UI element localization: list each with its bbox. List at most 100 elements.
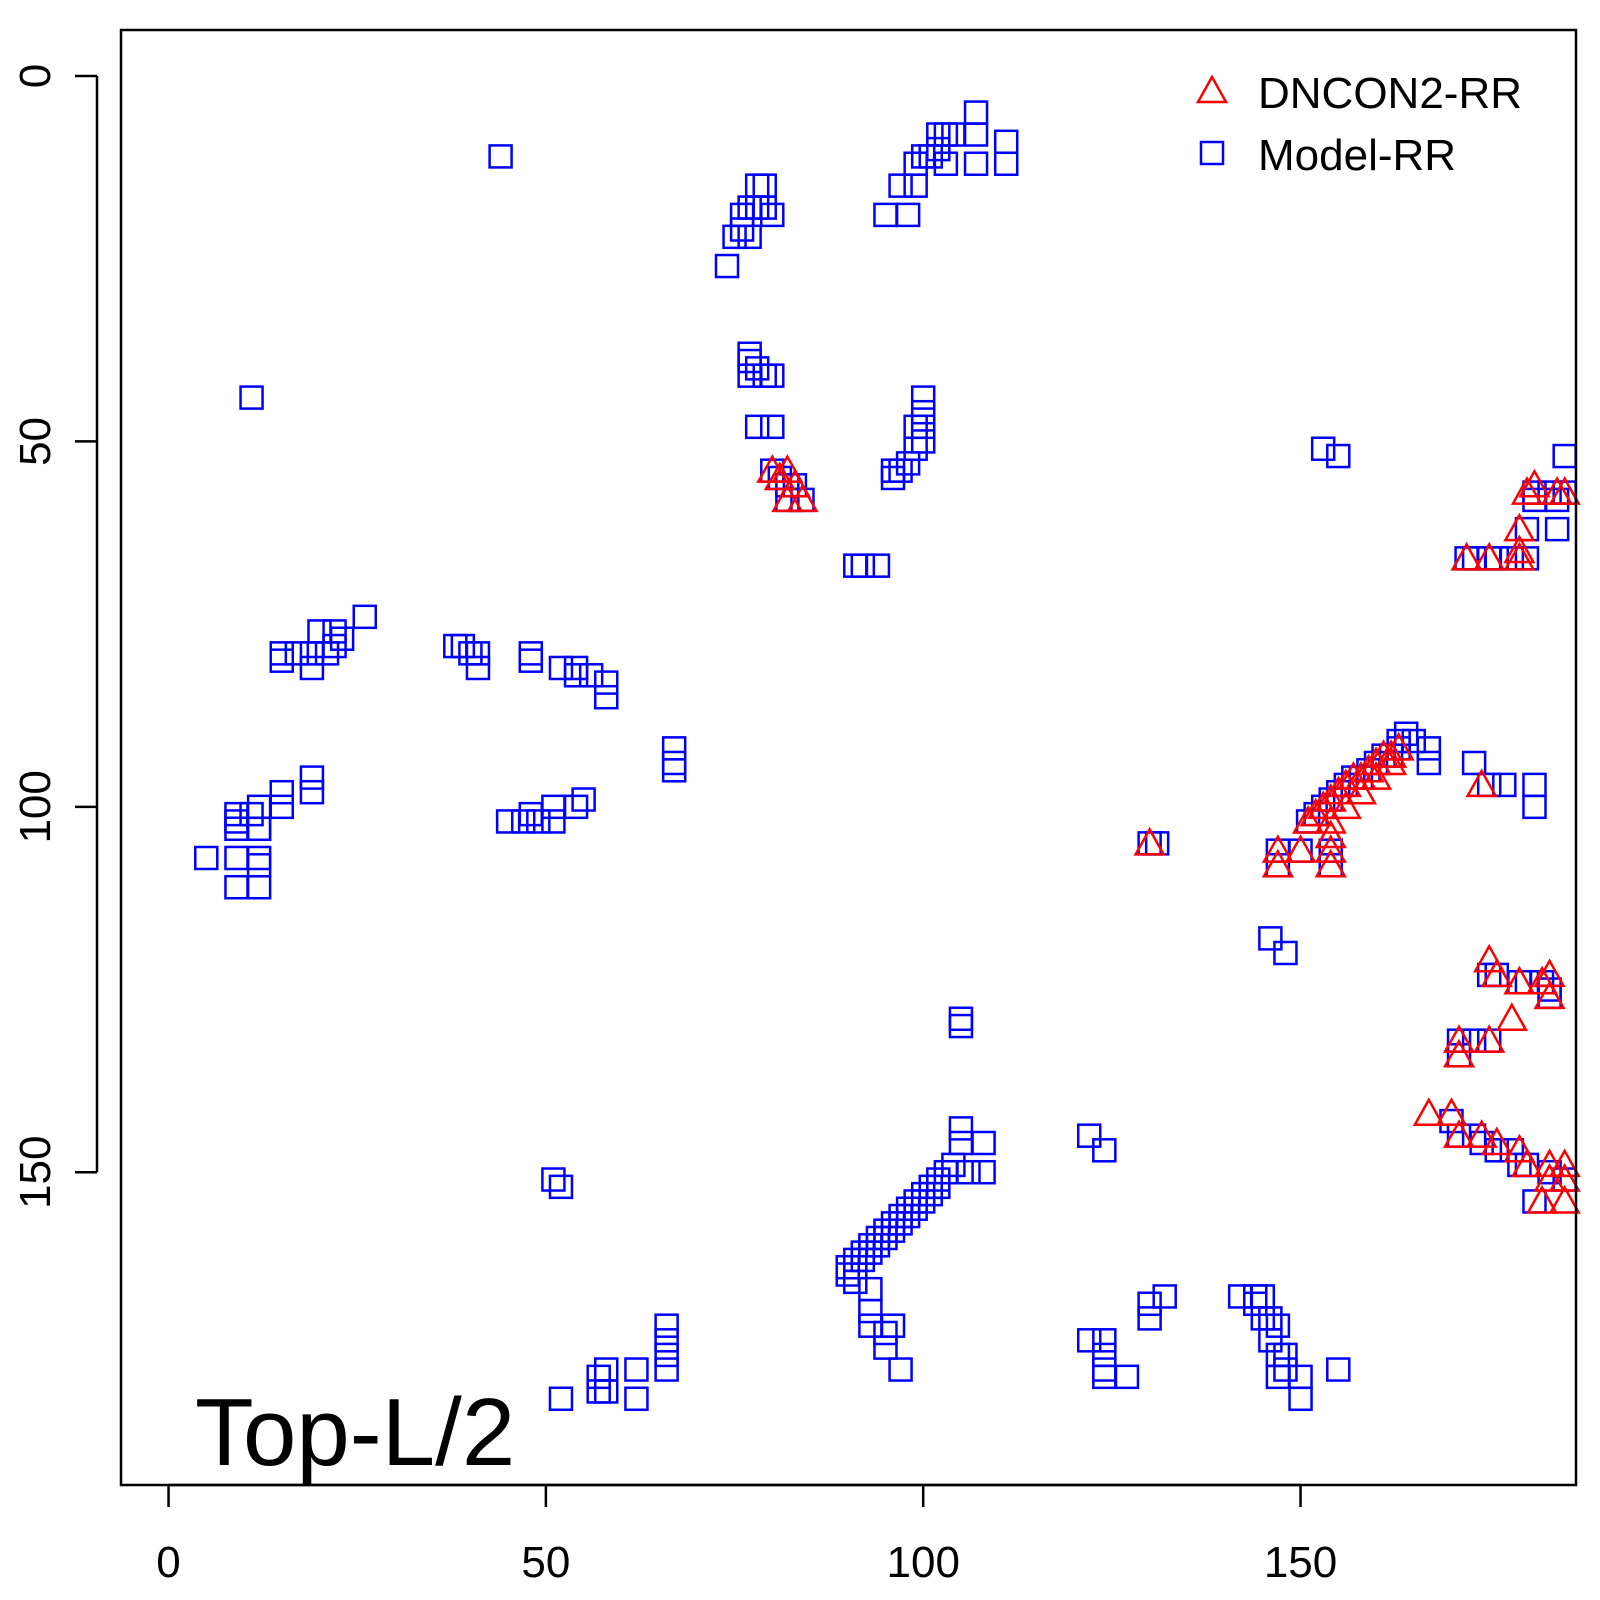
model-rr-point	[895, 202, 921, 228]
model-rr-point	[737, 224, 762, 250]
dncon2-rr-point	[1344, 775, 1378, 805]
dncon2-rr-point	[771, 454, 804, 483]
dncon2-rr-point	[1533, 980, 1566, 1010]
model-rr-point	[1265, 1313, 1291, 1338]
x-tick-label: 50	[521, 1538, 570, 1587]
y-tick-label: 0	[11, 64, 60, 88]
dncon2-rr-point	[1352, 753, 1385, 783]
model-rr-point	[1076, 1123, 1102, 1148]
model-rr-point	[873, 1320, 898, 1346]
model-rr-point	[971, 1130, 996, 1156]
legend: DNCON2-RR Model-RR	[1195, 69, 1522, 180]
model-rr-point	[563, 794, 589, 820]
model-rr-point	[586, 1379, 611, 1404]
y-tick-label: 100	[11, 770, 60, 843]
model-rr-point	[654, 1328, 679, 1353]
model-rr-point	[299, 765, 325, 790]
model-rr-point	[948, 1013, 974, 1039]
dncon2-rr-point	[1412, 1097, 1445, 1127]
x-tick-label: 100	[887, 1538, 960, 1587]
model-rr-point	[903, 436, 928, 461]
dncon2-rr-point	[1495, 1002, 1528, 1032]
dncon2-rr-point	[1291, 804, 1325, 834]
dncon2-rr-point	[1261, 834, 1295, 863]
model-rr-point	[246, 874, 272, 900]
model-rr-point	[843, 1269, 868, 1295]
dncon2-rr-point	[1442, 1024, 1476, 1053]
model-rr-point	[194, 845, 219, 871]
model-rr-point	[571, 787, 596, 812]
model-rr-point	[737, 348, 762, 374]
model-rr-point	[284, 641, 310, 666]
dncon2-rr-point	[1473, 943, 1506, 973]
model-rr-point	[1416, 750, 1442, 776]
y-tick-label: 50	[11, 417, 60, 466]
model-rr-point	[918, 1181, 944, 1207]
model-rr-point	[1522, 794, 1547, 820]
model-rr-point	[835, 1262, 860, 1287]
model-rr-point	[1326, 443, 1351, 469]
model-rr-point	[1258, 926, 1283, 951]
dncon2-rr-point	[1359, 761, 1393, 790]
chart-annotation: Top-L/2	[195, 1379, 515, 1486]
model-rr-point	[450, 633, 476, 659]
model-rr-point	[873, 1335, 898, 1360]
dncon2-rr-point	[1503, 534, 1536, 564]
dncon2-rr-point	[1525, 965, 1559, 995]
model-rr-point	[1137, 1291, 1162, 1317]
model-rr-point	[888, 1357, 913, 1382]
dncon2-rr-point	[1503, 1133, 1536, 1163]
model-rr-point	[578, 663, 604, 688]
model-rr-point	[246, 816, 272, 842]
dncon2-rr-point	[1374, 746, 1408, 776]
model-rr-point	[1092, 1138, 1117, 1163]
model-rr-point	[895, 1203, 921, 1229]
model-rr-point	[239, 801, 264, 827]
model-rr-point	[910, 399, 936, 425]
model-rr-point	[269, 779, 294, 805]
model-rr-point	[722, 224, 747, 250]
model-rr-point	[586, 1364, 611, 1390]
model-rr-point	[239, 385, 264, 410]
x-tick-label: 150	[1264, 1538, 1337, 1587]
model-rr-point	[488, 144, 513, 169]
model-rr-point	[510, 809, 536, 834]
model-rr-point	[1544, 516, 1570, 542]
model-rr-point	[299, 655, 325, 681]
dncon2-rr-point	[1473, 541, 1506, 571]
model-rr-point	[760, 414, 785, 440]
dncon2-rr-point	[1314, 782, 1347, 812]
model-rr-point	[941, 1152, 966, 1178]
model-rr-point	[760, 363, 785, 388]
model-rr-point	[948, 1116, 974, 1141]
dncon2-rr-point	[1329, 768, 1362, 798]
dncon2-rr-point	[1442, 1119, 1476, 1148]
dncon2-rr-point	[1503, 541, 1536, 571]
dncon2-rr-point	[1480, 958, 1513, 988]
model-rr-point	[993, 151, 1019, 176]
dncon2-rr-point	[1314, 819, 1347, 849]
model-rr-point	[903, 173, 928, 198]
model-rr-point	[329, 626, 355, 651]
model-rr-point	[858, 1298, 883, 1324]
dncon2-rr-point	[1435, 1097, 1468, 1127]
model-rr-point	[933, 1159, 959, 1185]
y-axis: 0 50 100 150	[11, 64, 99, 1209]
dncon2-rr-point	[1525, 1184, 1559, 1214]
x-tick-label: 0	[156, 1538, 180, 1587]
model-rr-point	[1258, 1328, 1283, 1353]
model-rr-point	[933, 151, 959, 176]
model-rr-point	[594, 670, 619, 695]
model-rr-point	[548, 1174, 574, 1200]
model-rr-point	[1137, 1306, 1162, 1331]
model-rr-point	[299, 779, 325, 805]
model-rr-point	[548, 655, 574, 681]
dncon2-rr-point	[1503, 512, 1536, 542]
dncon2-rr-point	[1382, 731, 1415, 761]
model-rr-point	[880, 1218, 906, 1243]
dncon2-rr-point	[1442, 1038, 1476, 1068]
dncon2-rr-point	[1374, 739, 1408, 768]
model-rr-point	[1273, 940, 1298, 966]
dncon2-rr-point	[1510, 476, 1544, 505]
